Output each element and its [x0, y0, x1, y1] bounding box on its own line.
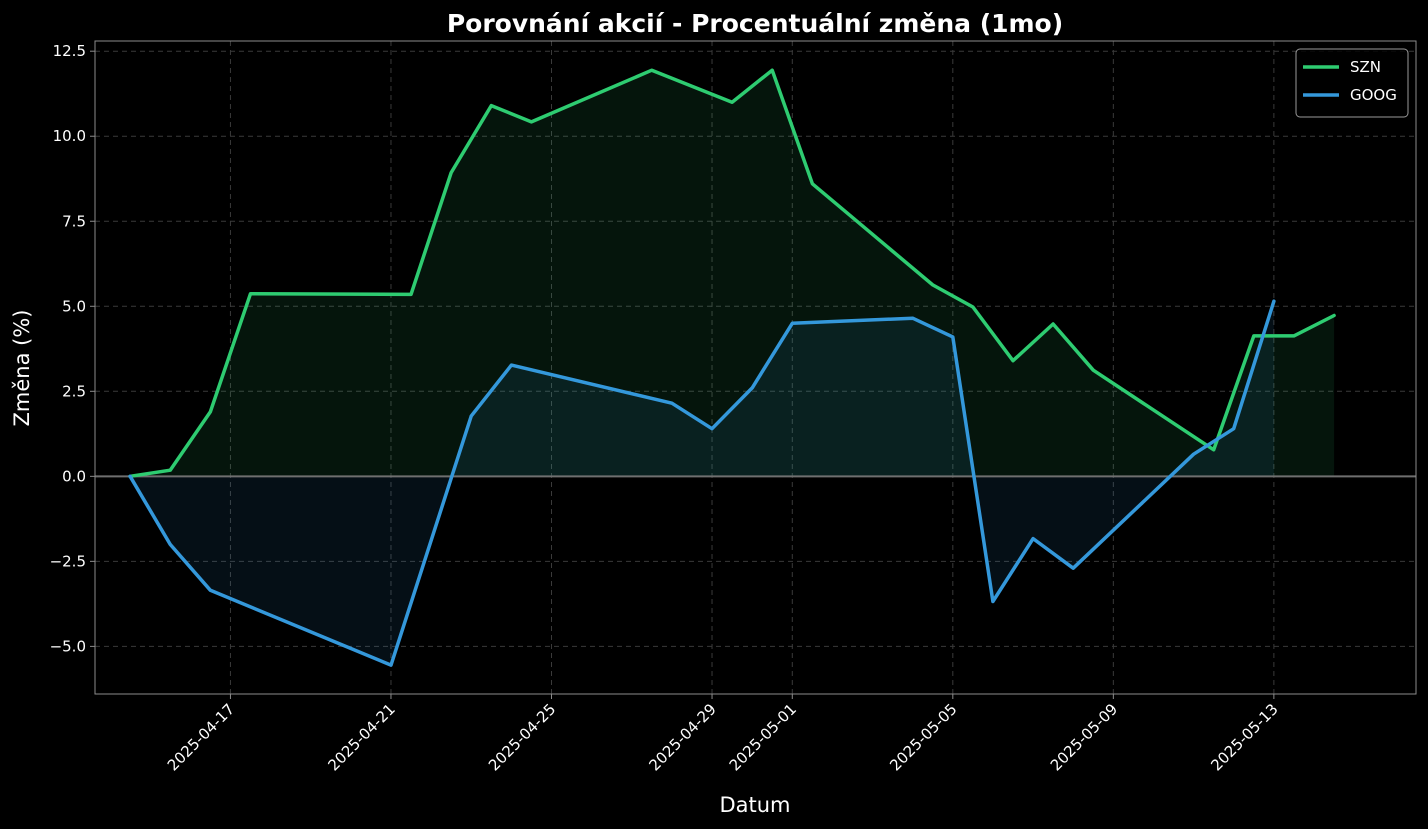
area-fills: [130, 70, 1335, 666]
y-tick-label: 7.5: [62, 212, 86, 230]
y-tick-label: 10.0: [53, 127, 86, 145]
legend-label-goog: GOOG: [1350, 86, 1397, 104]
y-tick-label: −5.0: [50, 637, 86, 655]
y-tick-label: 2.5: [62, 382, 86, 400]
chart-title: Porovnání akcií - Procentuální změna (1m…: [447, 9, 1063, 38]
series-area-szn: [130, 70, 1335, 477]
y-tick-label: 5.0: [62, 297, 86, 315]
plot-frame: [94, 40, 1417, 695]
series-line-goog: [128, 299, 1276, 667]
y-axis-ticks: −5.0 −2.5 0.0 2.5 5.0 7.5 10.0 12.5: [50, 42, 95, 655]
series-area-goog: [130, 301, 1274, 666]
y-axis-label: Změna (%): [10, 310, 34, 427]
y-tick-label: 0.0: [62, 467, 86, 485]
x-axis-label: Datum: [719, 793, 790, 817]
series-lines: [128, 68, 1336, 667]
series-line-szn: [128, 68, 1336, 479]
y-tick-label: 12.5: [53, 42, 86, 60]
y-tick-label: −2.5: [50, 552, 86, 570]
legend-label-szn: SZN: [1350, 58, 1381, 76]
legend: SZN GOOG: [1295, 48, 1409, 118]
